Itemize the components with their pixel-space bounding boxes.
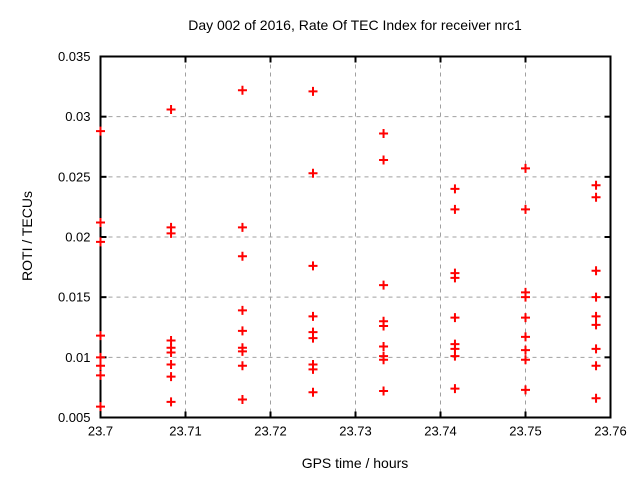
data-point-marker [450,384,460,394]
x-tick-label: 23.76 [594,424,627,439]
data-point-marker [521,163,530,173]
data-point-marker [237,346,247,356]
data-point-marker [521,332,530,342]
data-point-marker [166,372,176,382]
data-point-marker [521,292,530,302]
data-point-marker [450,273,460,283]
data-point-marker [96,126,105,136]
y-tick-label: 0.01 [65,350,90,365]
data-point-marker [237,361,247,371]
x-tick-label: 23.71 [169,424,202,439]
data-point-marker [96,402,105,412]
data-point-marker [591,192,601,202]
y-tick-label: 0.03 [65,109,90,124]
data-point-marker [591,344,601,354]
x-tick-label: 23.75 [509,424,542,439]
data-point-marker [237,394,247,404]
data-point-marker [521,345,530,355]
data-point-marker [379,129,389,139]
data-point-marker [96,218,105,228]
data-point-marker [166,228,176,238]
data-point-marker [237,222,247,232]
x-tick-label: 23.73 [339,424,372,439]
data-point-marker [591,266,601,276]
y-tick-label: 0.025 [58,169,91,184]
data-point-marker [308,311,318,321]
x-tick-label: 23.74 [424,424,457,439]
chart-title: Day 002 of 2016, Rate Of TEC Index for r… [188,17,522,33]
data-point-marker [379,280,389,290]
data-point-marker [96,331,105,341]
data-point-marker [96,352,105,362]
data-point-marker [308,364,318,374]
data-point-marker [450,184,460,194]
y-tick-label: 0.005 [58,410,91,425]
data-point-marker [450,204,460,214]
y-tick-label: 0.02 [65,230,90,245]
data-point-marker [379,155,389,165]
data-point-marker [591,361,601,371]
data-point-marker [450,351,460,361]
data-point-marker [521,385,530,395]
data-point-marker [591,311,601,321]
data-point-marker [166,104,176,114]
data-point-marker [308,333,318,343]
x-tick-label: 23.72 [254,424,287,439]
data-point-marker [308,387,318,397]
x-axis-label: GPS time / hours [301,455,409,471]
data-point-marker [96,237,105,247]
data-point-marker [96,361,105,371]
data-point-marker [308,168,318,178]
data-point-marker [237,305,247,315]
data-point-marker [379,342,389,352]
y-tick-label: 0.035 [58,49,91,64]
data-point-marker [521,204,530,214]
data-point-marker [96,370,105,380]
data-point-marker [591,393,601,403]
data-point-marker [166,360,176,370]
data-point-marker [237,251,247,261]
data-point-marker [379,386,389,396]
data-point-marker [308,261,318,271]
data-point-marker [521,313,530,323]
data-point-marker [308,86,318,96]
data-point-marker [591,180,601,190]
data-point-marker [450,313,460,323]
data-point-marker [591,292,601,302]
data-point-marker [521,355,530,365]
data-point-marker [379,321,389,331]
data-point-marker [591,320,601,330]
x-tick-label: 23.7 [88,424,113,439]
data-point-marker [237,85,247,95]
y-tick-label: 0.015 [58,290,91,305]
data-point-marker [166,397,176,407]
data-point-marker [237,326,247,336]
data-point-marker [166,348,176,358]
data-point-marker [379,355,389,365]
